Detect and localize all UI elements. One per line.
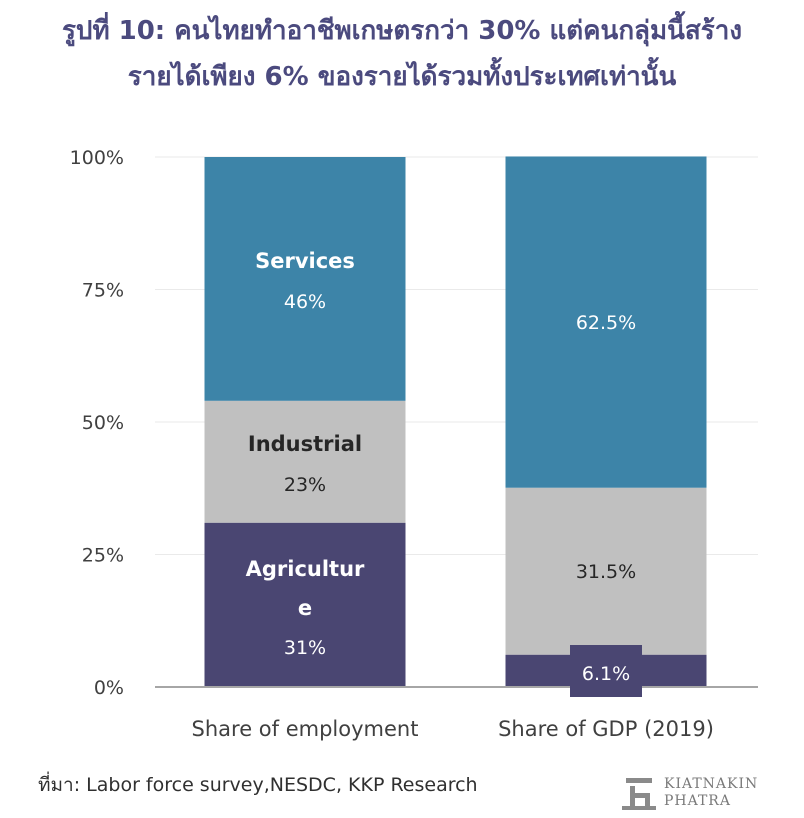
data-label: 62.5% xyxy=(576,312,636,334)
chart-title-line-2: รายได้เพียง 6% ของรายได้รวมทั้งประเทศเท่… xyxy=(127,62,677,92)
bar-segment xyxy=(505,487,707,655)
segment-name-label: Agricultur xyxy=(246,557,365,581)
y-tick-label: 50% xyxy=(82,412,124,434)
logo-text-line-2: PHATRA xyxy=(664,793,731,809)
data-label: 46% xyxy=(284,291,326,313)
bar-segment xyxy=(204,522,406,687)
data-label: 23% xyxy=(284,474,326,496)
x-category-label: Share of employment xyxy=(192,717,419,741)
y-tick-label: 25% xyxy=(82,545,124,567)
y-tick-label: 75% xyxy=(82,280,124,302)
bar-segment xyxy=(505,156,707,488)
stacked-bar-chart: 0% 25% 50% 75% 100% Share of employment Share … xyxy=(70,147,758,741)
data-label: 6.1% xyxy=(582,663,630,685)
bar-segment xyxy=(204,157,406,401)
bar-segment xyxy=(204,400,406,523)
axes: 0% 25% 50% 75% 100% Share of employment Share … xyxy=(70,147,758,741)
segment-name-label: Services xyxy=(255,249,355,273)
logo-text-line-1: KIATNAKIN xyxy=(664,776,759,792)
segment-name-label: Industrial xyxy=(248,432,362,456)
source-note: ที่มา: Labor force survey,NESDC, KKP Res… xyxy=(38,774,478,796)
chart-title: รูปที่ 10: คนไทยทำอาชีพเกษตรกว่า 30% แต่… xyxy=(0,8,804,100)
brand-logo: KIATNAKIN PHATRA xyxy=(620,774,790,814)
x-category-label: Share of GDP (2019) xyxy=(498,717,714,741)
segment-name-label: e xyxy=(298,596,312,620)
y-tick-label: 0% xyxy=(94,677,124,699)
data-label: 31.5% xyxy=(576,561,636,583)
y-tick-label: 100% xyxy=(70,147,124,169)
data-labels: Agricultur e 31% Industrial 23% Services 46% 31… xyxy=(246,249,642,697)
chart-title-line-1: รูปที่ 10: คนไทยทำอาชีพเกษตรกว่า 30% แต่… xyxy=(61,16,743,46)
bars xyxy=(204,156,707,687)
kiatnakin-phatra-logo-icon xyxy=(622,778,656,810)
data-label-callout-box xyxy=(570,645,642,697)
data-label: 31% xyxy=(284,637,326,659)
